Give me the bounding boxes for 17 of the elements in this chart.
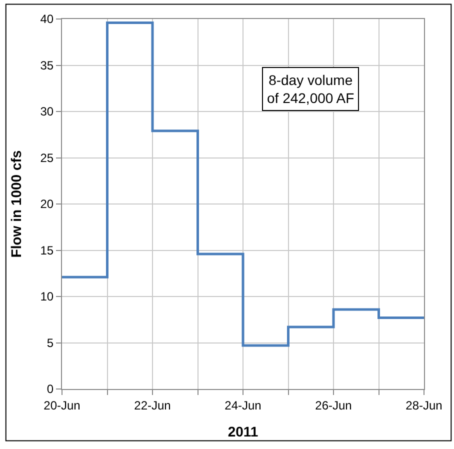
- x-tick-label: 28-Jun: [406, 398, 442, 412]
- y-tick-label: 15: [40, 243, 54, 258]
- x-tick-label: 24-Jun: [224, 398, 262, 412]
- x-tick-label: 22-Jun: [134, 398, 171, 412]
- y-tick-label: 5: [46, 336, 54, 350]
- y-tick-label: 25: [40, 150, 54, 165]
- x-tick-label: 20-Jun: [44, 398, 80, 412]
- y-tick-label: 0: [46, 382, 54, 396]
- y-tick-label: 20: [40, 197, 54, 212]
- y-axis-title: Flow in 1000 cfs: [8, 150, 24, 258]
- y-tick-label: 10: [40, 290, 54, 304]
- y-tick-label: 40: [40, 12, 54, 26]
- x-axis-title: 2011: [228, 424, 258, 440]
- x-tick-label: 26-Jun: [315, 398, 352, 412]
- y-tick-label: 35: [40, 58, 54, 72]
- y-tick-label: 30: [40, 104, 54, 119]
- annotation: 8-day volume of 242,000 AF: [267, 72, 354, 106]
